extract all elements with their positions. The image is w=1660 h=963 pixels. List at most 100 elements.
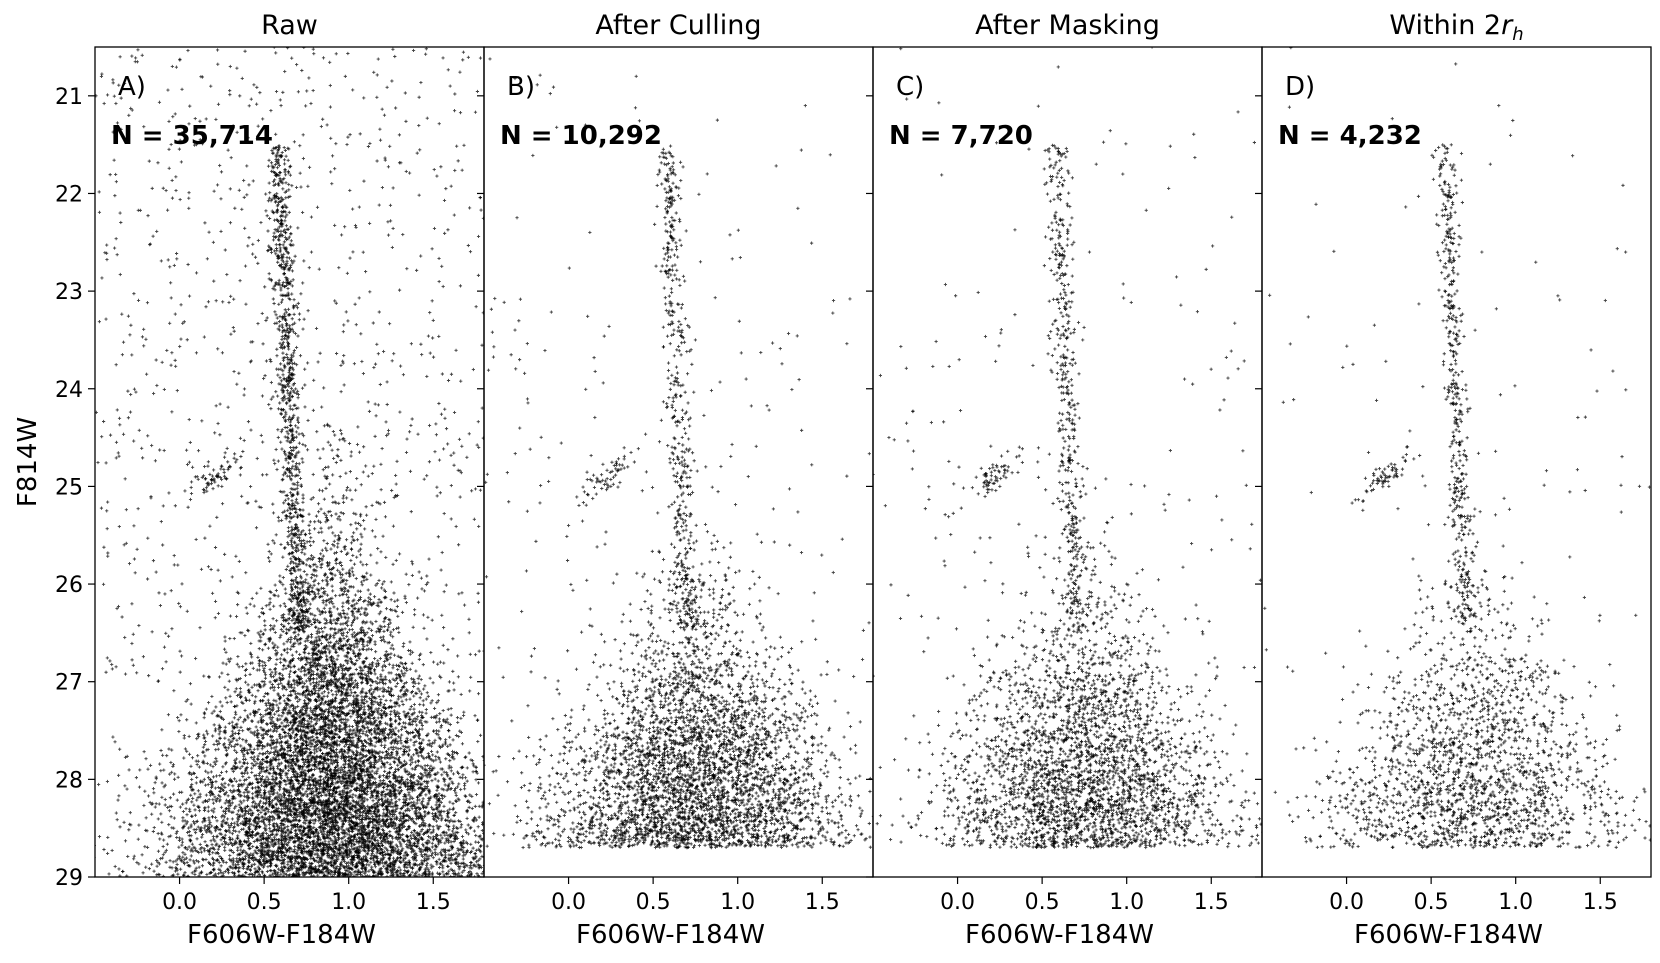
- data-point: [323, 610, 327, 614]
- data-point: [309, 536, 313, 540]
- data-point: [223, 781, 227, 785]
- data-point: [410, 870, 414, 874]
- data-point: [328, 567, 332, 571]
- data-point: [446, 728, 451, 733]
- data-point: [121, 870, 125, 874]
- data-point: [436, 693, 441, 697]
- data-point: [387, 686, 391, 690]
- data-point: [209, 770, 213, 774]
- data-point: [392, 653, 397, 657]
- data-point: [319, 641, 324, 646]
- data-point: [257, 615, 261, 619]
- data-point: [245, 761, 250, 765]
- data-point: [278, 741, 282, 745]
- data-point: [565, 854, 568, 857]
- data-point: [149, 763, 153, 767]
- data-point: [339, 563, 344, 568]
- data-point: [352, 631, 356, 635]
- data-point: [424, 711, 428, 715]
- data-point: [395, 626, 399, 631]
- data-point: [176, 775, 180, 779]
- data-point: [308, 531, 312, 536]
- data-point: [212, 723, 216, 727]
- data-point: [325, 671, 329, 675]
- data-point: [268, 667, 272, 672]
- data-point: [207, 798, 211, 802]
- data-point: [334, 693, 339, 697]
- data-point: [388, 830, 392, 834]
- data-point: [287, 769, 291, 773]
- data-point: [196, 754, 200, 758]
- data-point: [237, 830, 241, 834]
- data-point: [102, 847, 106, 852]
- data-point: [492, 795, 495, 798]
- data-point: [412, 743, 416, 747]
- data-point: [275, 703, 279, 707]
- data-point: [211, 775, 216, 779]
- data-point: [465, 766, 469, 770]
- data-point: [263, 619, 267, 623]
- data-point: [350, 570, 355, 574]
- data-point: [160, 781, 164, 785]
- data-point: [152, 869, 156, 873]
- data-point: [352, 615, 356, 619]
- data-point: [474, 818, 479, 822]
- data-point: [160, 820, 164, 824]
- data-point: [233, 710, 238, 714]
- data-point: [332, 618, 336, 622]
- data-point: [268, 589, 272, 594]
- data-point: [277, 713, 281, 717]
- data-point: [171, 792, 176, 796]
- data-point: [203, 783, 208, 787]
- data-point: [370, 529, 375, 533]
- data-point: [429, 853, 434, 858]
- data-point: [344, 471, 348, 475]
- data-point: [474, 840, 478, 844]
- data-point: [350, 633, 354, 637]
- data-point: [404, 600, 409, 605]
- data-point: [396, 614, 400, 618]
- data-point: [389, 580, 393, 584]
- data-point: [198, 795, 202, 799]
- data-point: [506, 789, 509, 792]
- data-point: [301, 493, 305, 497]
- data-point: [346, 751, 350, 755]
- data-point: [467, 751, 471, 755]
- data-point: [249, 872, 253, 876]
- data-point: [243, 633, 247, 638]
- data-point: [255, 757, 260, 761]
- data-point: [354, 667, 358, 672]
- data-point: [373, 727, 377, 731]
- data-point: [549, 870, 552, 873]
- data-point: [287, 675, 292, 679]
- data-point: [176, 716, 180, 720]
- data-point: [421, 663, 425, 667]
- data-point: [212, 709, 216, 713]
- data-point: [250, 770, 254, 775]
- data-point: [251, 844, 255, 849]
- data-point: [232, 636, 236, 641]
- data-point: [232, 821, 236, 825]
- data-point: [434, 819, 439, 823]
- data-point: [264, 831, 269, 836]
- data-point: [417, 657, 421, 661]
- data-point: [168, 796, 172, 800]
- data-point: [261, 714, 265, 718]
- data-point: [243, 708, 247, 713]
- data-point: [180, 843, 184, 847]
- data-point: [398, 676, 402, 680]
- data-point: [156, 849, 161, 853]
- data-point: [519, 861, 522, 864]
- data-point: [302, 682, 306, 686]
- data-point: [456, 720, 460, 725]
- data-point: [322, 539, 326, 543]
- data-point: [485, 873, 488, 876]
- data-point: [422, 815, 427, 819]
- data-point: [437, 857, 441, 861]
- data-point: [362, 708, 366, 712]
- data-point: [372, 464, 376, 468]
- data-point: [226, 746, 230, 750]
- data-point: [384, 841, 388, 845]
- data-point: [218, 729, 222, 733]
- data-point: [287, 679, 291, 683]
